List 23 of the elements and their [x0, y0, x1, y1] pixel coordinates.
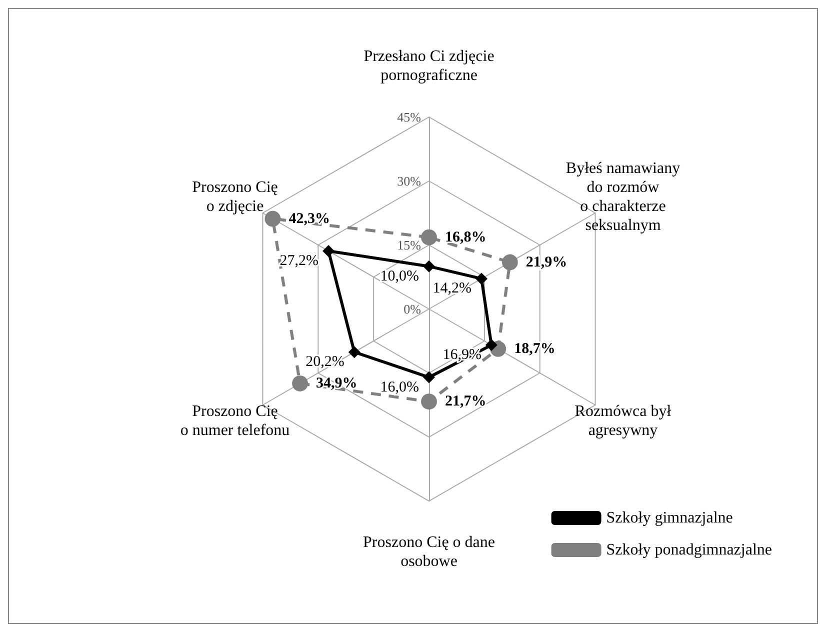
y-tick-label: 15% [397, 238, 422, 252]
data-label: 21,9% [526, 254, 568, 270]
data-label: 21,7% [445, 394, 486, 410]
spoke-label: Proszono Cię o zdjęcie [192, 179, 278, 215]
spoke-label: Proszono Cię o dane osobowe [363, 534, 495, 570]
y-tick-label: 45% [397, 110, 422, 124]
legend-label: Szkoły gimnazjalne [606, 510, 733, 526]
data-label: 42,3% [288, 210, 330, 227]
y-tick-label: 0% [404, 302, 422, 316]
data-label: 10,0% [380, 268, 419, 284]
spoke-label: Rozmówca był agresywny [574, 403, 672, 439]
data-label: 14,2% [432, 280, 472, 297]
legend-label: Szkoły ponadgimnazjalne [606, 542, 772, 558]
data-label: 20,2% [306, 354, 344, 370]
spoke-label: Byłeś namawiany do rozmów o charakterze seksualnym [566, 160, 680, 234]
data-label: 34,9% [316, 375, 358, 392]
data-label: 18,7% [514, 340, 556, 357]
spoke-label: Proszono Cię o numer telefonu [180, 403, 290, 439]
y-tick-label: 30% [397, 174, 422, 188]
data-label: 16,0% [380, 379, 419, 396]
spoke-label: Przesłano Ci zdjęcie pornograficzne [364, 48, 494, 84]
data-label: 27,2% [280, 252, 318, 269]
data-label: 16,8% [445, 229, 486, 246]
